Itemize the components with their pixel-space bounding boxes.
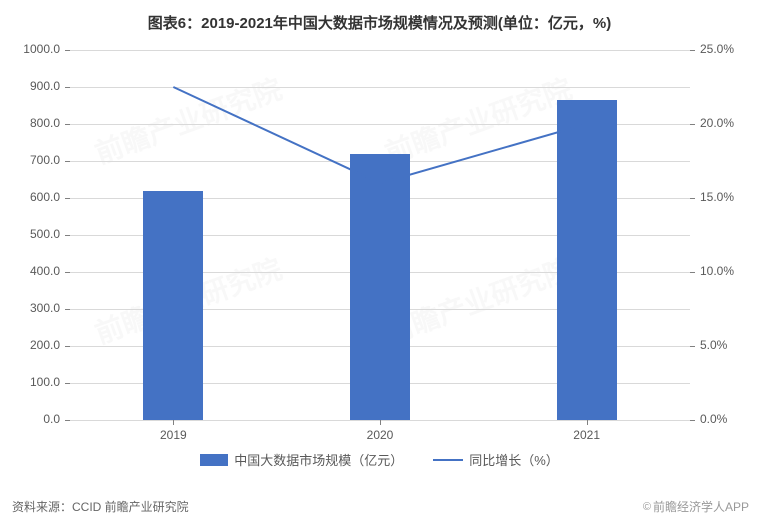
plot-area: 0.0100.0200.0300.0400.0500.0600.0700.080…: [70, 50, 690, 420]
legend-item: 中国大数据市场规模（亿元）: [200, 450, 403, 469]
x-tick: [173, 420, 174, 425]
legend-label: 同比增长（%）: [469, 450, 559, 469]
y-left-label: 900.0: [10, 79, 60, 93]
y-left-label: 300.0: [10, 301, 60, 315]
legend-swatch-bar: [200, 454, 228, 466]
y-left-label: 0.0: [10, 412, 60, 426]
y-left-label: 600.0: [10, 190, 60, 204]
line-series: [70, 50, 690, 420]
y-left-label: 700.0: [10, 153, 60, 167]
y-right-tick: [690, 198, 695, 199]
legend: 中国大数据市场规模（亿元） 同比增长（%）: [0, 450, 759, 469]
legend-swatch-line: [433, 459, 463, 461]
legend-item: 同比增长（%）: [433, 450, 559, 469]
y-right-label: 5.0%: [700, 338, 727, 352]
chart-container: 图表6：2019-2021年中国大数据市场规模情况及预测(单位：亿元，%) 前瞻…: [0, 0, 759, 520]
y-right-label: 15.0%: [700, 190, 734, 204]
y-left-label: 400.0: [10, 264, 60, 278]
x-label: 2020: [350, 428, 410, 442]
chart-title: 图表6：2019-2021年中国大数据市场规模情况及预测(单位：亿元，%): [0, 0, 759, 33]
legend-label: 中国大数据市场规模（亿元）: [234, 450, 403, 469]
x-label: 2019: [143, 428, 203, 442]
y-right-tick: [690, 272, 695, 273]
y-left-label: 200.0: [10, 338, 60, 352]
y-right-tick: [690, 50, 695, 51]
y-left-label: 100.0: [10, 375, 60, 389]
y-left-label: 800.0: [10, 116, 60, 130]
copyright: © 前瞻经济学人APP: [643, 498, 749, 515]
y-right-tick: [690, 420, 695, 421]
x-label: 2021: [557, 428, 617, 442]
y-right-label: 20.0%: [700, 116, 734, 130]
x-tick: [380, 420, 381, 425]
y-right-label: 25.0%: [700, 42, 734, 56]
y-left-label: 1000.0: [10, 42, 60, 56]
y-left-label: 500.0: [10, 227, 60, 241]
y-right-tick: [690, 346, 695, 347]
y-right-label: 10.0%: [700, 264, 734, 278]
source-text: 资料来源：CCID 前瞻产业研究院: [12, 498, 189, 515]
y-right-tick: [690, 124, 695, 125]
y-right-label: 0.0%: [700, 412, 727, 426]
copyright-text: 前瞻经济学人APP: [653, 498, 749, 515]
x-tick: [587, 420, 588, 425]
copyright-icon: ©: [643, 501, 651, 513]
